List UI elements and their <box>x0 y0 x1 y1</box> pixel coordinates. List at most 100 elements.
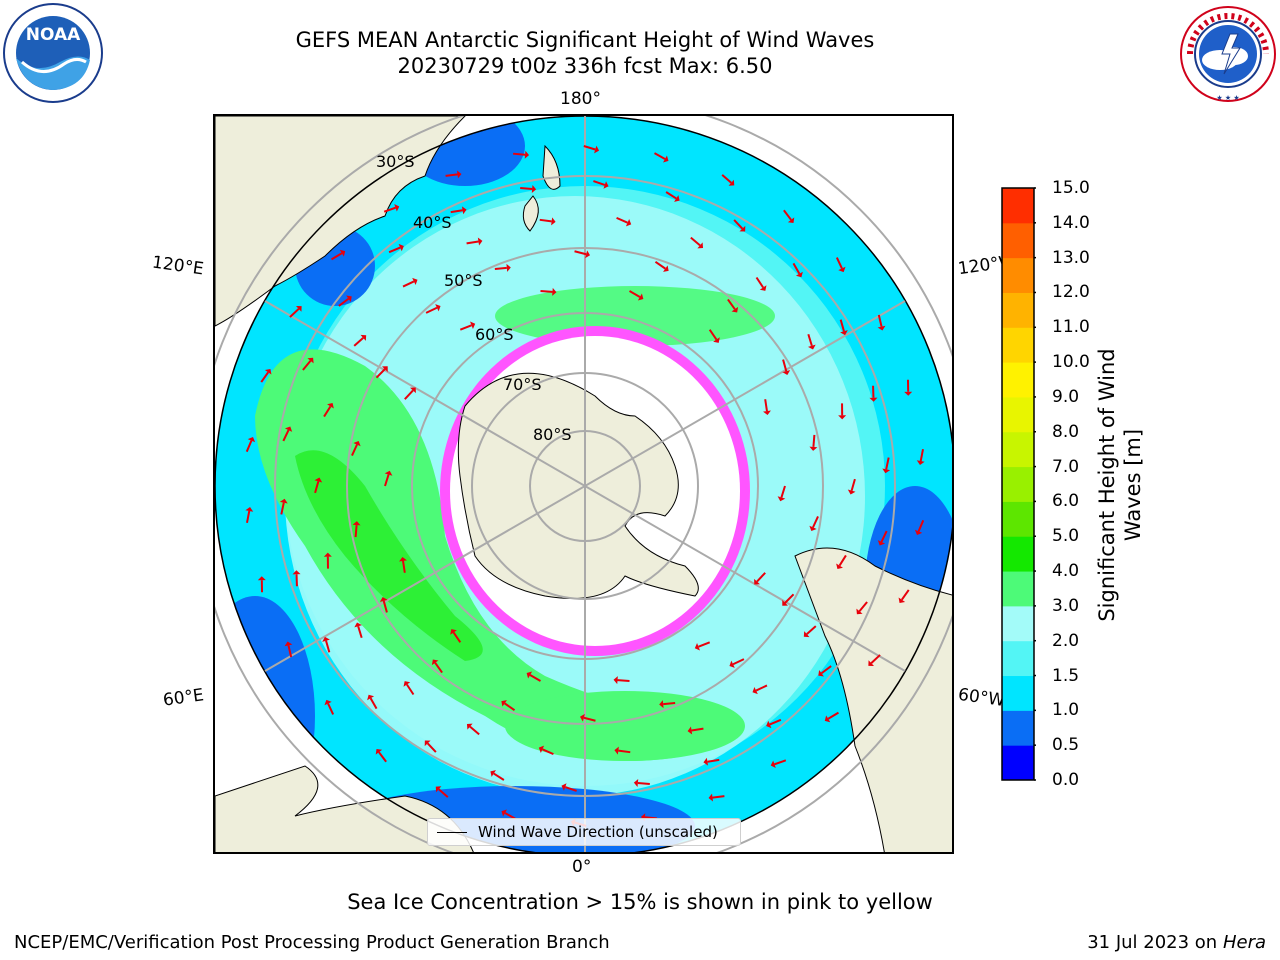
wave-arrow-shaft <box>812 516 819 528</box>
colorbar-tick-label: 3.0 <box>1052 595 1080 616</box>
wave-arrow-head <box>551 217 556 226</box>
wave-arrow-head <box>264 368 272 375</box>
wave-arrow-head <box>674 195 680 202</box>
wave-arrow-head <box>856 608 863 615</box>
wave-arrow-head <box>403 681 411 687</box>
wave-arrow-head <box>836 563 843 569</box>
wave-arrow-head <box>490 770 496 777</box>
colorbar-segment <box>1002 327 1034 363</box>
lon-label-120e: 120°E <box>150 252 205 280</box>
wave-arrow-head <box>561 783 567 791</box>
wave-arrow-shaft <box>504 702 516 712</box>
wave-arrow-shaft <box>707 758 720 763</box>
wave-arrow-head <box>728 179 735 186</box>
wave-arrow-shaft <box>691 727 704 732</box>
colorbar-tick-label: 6.0 <box>1052 491 1080 512</box>
africa-land <box>215 765 474 852</box>
legend-label: Wind Wave Direction (unscaled) <box>478 823 718 841</box>
wave-arrow-head <box>284 641 293 647</box>
wave-arrow-shaft <box>732 658 745 666</box>
map-canvas <box>215 116 952 852</box>
colorbar-tick-label: 2.0 <box>1052 630 1080 651</box>
wave-arrow-head <box>838 415 847 420</box>
wave-arrow-shaft <box>459 324 472 331</box>
wave-arrow-head <box>506 263 511 272</box>
wave-arrow-head <box>882 468 891 474</box>
wave-arrow-head <box>808 344 816 350</box>
wave-arrow-shaft <box>338 297 350 307</box>
colorbar-tick-label: 12.0 <box>1052 282 1090 303</box>
lon-label-180: 180° <box>560 89 601 109</box>
wave-arrow-shaft <box>792 262 801 275</box>
colorbar-segment <box>1002 431 1034 468</box>
colorbar-segment <box>1002 605 1034 642</box>
wave-arrow-shaft <box>351 444 358 456</box>
wave-arrow-head <box>614 746 619 755</box>
wave-arrow-head <box>450 629 457 635</box>
wave-arrow-shaft <box>520 186 533 190</box>
wave-arrow-shaft <box>774 759 787 766</box>
wave-arrow-head <box>904 391 913 396</box>
colorbar-tick-label: 15.0 <box>1052 178 1090 198</box>
colorbar <box>1001 187 1036 781</box>
wave-arrow-shaft <box>388 246 401 254</box>
wave-arrow-shaft <box>721 174 732 184</box>
polar-map <box>213 114 954 854</box>
footer-credit: NCEP/EMC/Verification Post Processing Pr… <box>14 932 610 953</box>
wave-arrow-shaft <box>378 751 387 763</box>
wave-arrow-shaft <box>780 485 786 498</box>
wave-arrow-shaft <box>564 786 577 792</box>
wave-arrow-head <box>613 676 618 685</box>
wave-arrow-shaft <box>494 266 507 270</box>
wave-arrow-head <box>579 713 585 722</box>
wave-arrow-head <box>501 700 507 707</box>
wave-arrow-shaft <box>302 360 312 371</box>
colorbar-tick-label: 7.0 <box>1052 456 1080 477</box>
wave-arrow-head <box>352 521 361 526</box>
lat-label-50s: 50°S <box>444 271 483 290</box>
colorbar-segment <box>1002 396 1034 433</box>
wave-arrow-head <box>339 249 346 257</box>
national-weather-service-logo: ★ ★ ★ <box>1180 6 1276 102</box>
wave-arrow-head <box>763 410 771 416</box>
wave-arrow-shaft <box>493 772 505 781</box>
wave-arrow-shaft <box>354 525 358 538</box>
wave-arrow-shaft <box>529 674 541 682</box>
wave-arrow-head <box>295 305 302 312</box>
wave-arrow-head <box>477 237 483 246</box>
wave-arrow-head <box>759 285 767 291</box>
wave-arrow-shaft <box>438 788 449 798</box>
wave-arrow-shaft <box>282 429 290 442</box>
lat-label-70s: 70°S <box>503 375 542 394</box>
wave-arrow-shaft <box>756 572 766 583</box>
wave-arrow-head <box>752 686 758 695</box>
footer-machine: Hera <box>1222 932 1266 953</box>
wave-arrow-shaft <box>835 257 843 269</box>
chart-subtitle: 20230729 t00z 336h fcst Max: 6.50 <box>397 54 773 78</box>
wave-arrow-shaft <box>406 683 415 696</box>
wave-arrow-head <box>435 786 442 793</box>
wave-arrow-head <box>410 387 416 394</box>
lat-label-80s: 80°S <box>533 425 572 444</box>
wave-arrow-shaft <box>858 601 868 612</box>
wave-arrow-shaft <box>901 589 910 601</box>
wave-arrow-head <box>914 529 923 536</box>
wave-arrow-head <box>257 576 266 581</box>
wave-arrow-head <box>739 225 746 232</box>
lon-label-60e: 60°E <box>161 685 206 711</box>
wave-arrow-shaft <box>820 665 832 675</box>
wave-arrow-shaft <box>513 152 526 156</box>
colorbar-tick-label: 14.0 <box>1052 212 1090 233</box>
colorbar-tick-label: 11.0 <box>1052 317 1090 338</box>
wave-arrow-head <box>470 321 476 329</box>
wave-arrow-head <box>394 203 400 212</box>
wave-arrow-head <box>360 334 367 341</box>
wave-arrow-shaft <box>839 319 845 332</box>
south-america-land <box>794 547 952 852</box>
wave-arrow-head <box>637 293 644 301</box>
wave-arrow-shaft <box>877 314 883 327</box>
wave-arrow-shaft <box>404 389 414 400</box>
wave-arrow-head <box>729 660 735 668</box>
wave-arrow-head <box>431 659 439 666</box>
wave-arrow-head <box>424 740 431 747</box>
